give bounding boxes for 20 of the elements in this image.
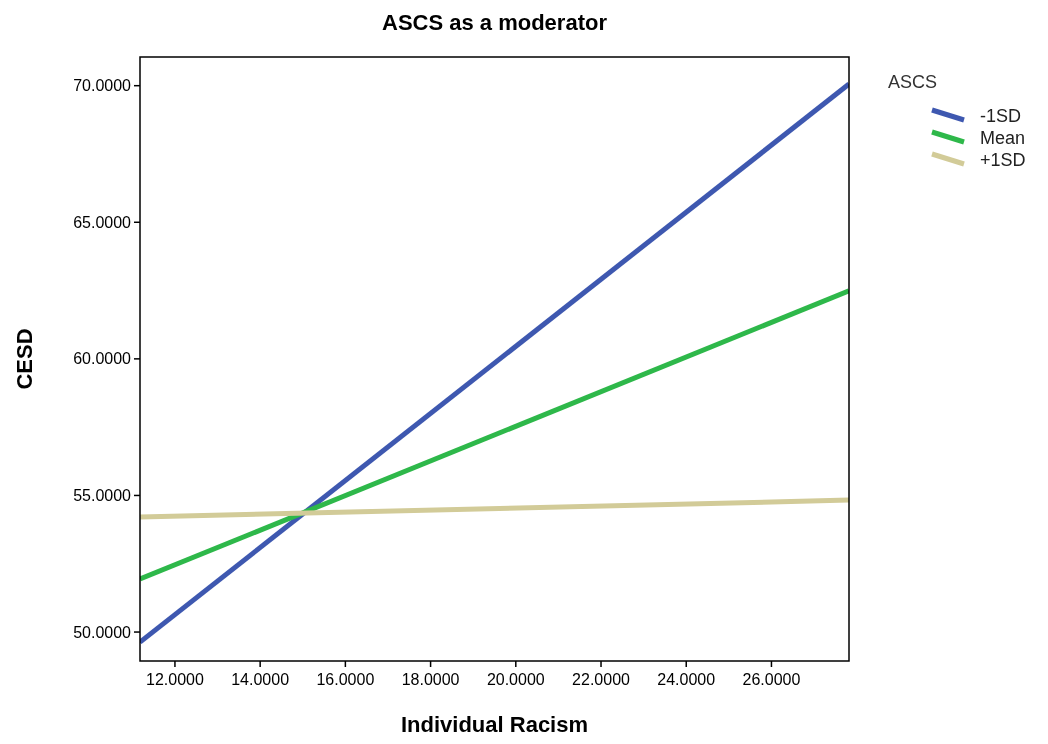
- y-axis-title: CESD: [12, 328, 37, 390]
- x-tick-label: 24.0000: [657, 671, 716, 688]
- x-tick-label: 14.0000: [231, 671, 290, 688]
- legend-label: +1SD: [980, 150, 1026, 171]
- x-tick-label: 12.0000: [146, 671, 204, 688]
- legend-label: -1SD: [980, 106, 1022, 127]
- x-tick-label: 26.0000: [742, 671, 801, 688]
- x-tick-label: 18.0000: [401, 671, 460, 688]
- x-tick-label: 20.0000: [486, 671, 545, 688]
- y-tick-label: 70.0000: [73, 77, 132, 95]
- y-tick-label: 65.0000: [73, 213, 132, 231]
- x-tick-label: 22.0000: [572, 671, 631, 688]
- y-tick-label: 50.0000: [73, 623, 132, 641]
- y-tick-label: 60.0000: [73, 350, 132, 368]
- legend-title: ASCS: [888, 72, 938, 92]
- chart-title: ASCS as a moderator: [382, 10, 608, 35]
- x-tick-label: 16.0000: [316, 671, 375, 688]
- legend-label: Mean: [980, 128, 1026, 149]
- y-tick-label: 55.0000: [73, 487, 132, 505]
- x-axis-title: Individual Racism: [400, 712, 589, 737]
